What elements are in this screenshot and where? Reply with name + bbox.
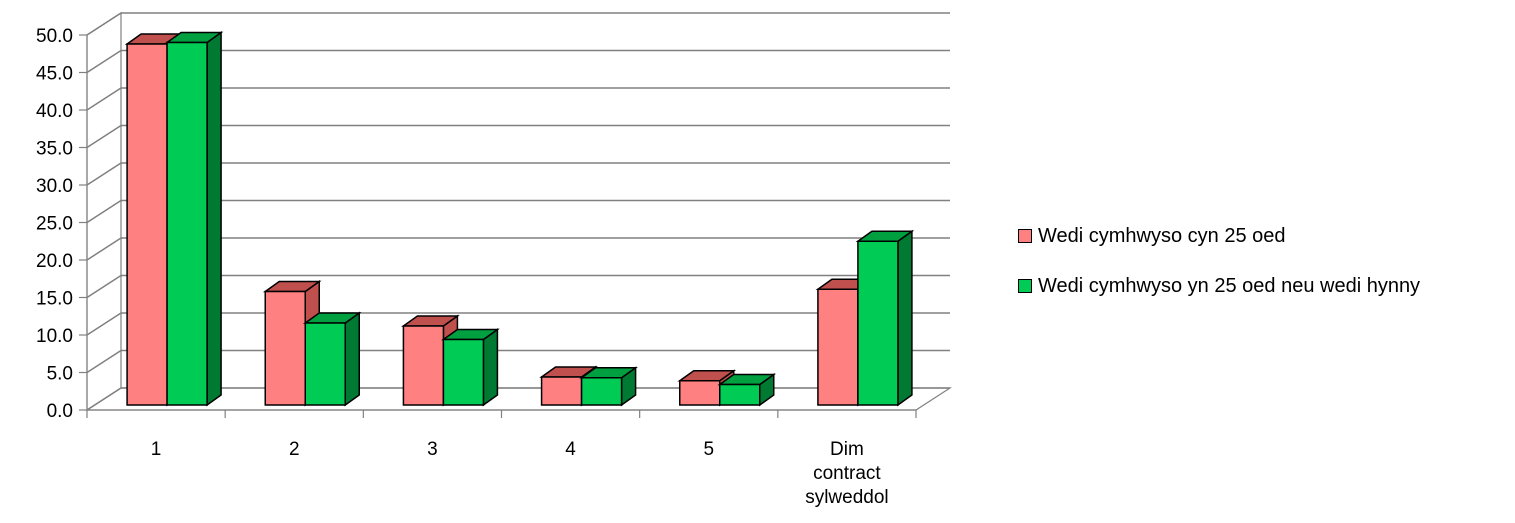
- axes: [86, 35, 917, 418]
- x-axis-tick-labels: 1 2 3 4 5 Dim contract sylweddol: [151, 439, 889, 508]
- y-tick-label: 5.0: [47, 364, 73, 385]
- y-tick-label: 40.0: [36, 101, 73, 122]
- gridline: [86, 87, 950, 111]
- gridline: [86, 12, 950, 36]
- x-tick-label-line: 5: [703, 439, 714, 460]
- bar-front: [304, 322, 346, 406]
- bar: [677, 369, 737, 407]
- bar-front: [166, 41, 208, 406]
- bar-front: [126, 43, 168, 406]
- bar-front: [857, 240, 899, 406]
- x-tick-label-line: sylweddol: [805, 487, 888, 508]
- legend-swatch-series-2: [1018, 279, 1032, 293]
- x-tick-label: Dim contract sylweddol: [805, 439, 888, 508]
- x-tick-label: 5: [703, 439, 714, 460]
- bar-front: [679, 380, 721, 406]
- x-tick-label-line: 4: [565, 439, 576, 460]
- y-tick-label: 10.0: [36, 326, 73, 347]
- gridline: [86, 199, 950, 224]
- legend-item-series-1: Wedi cymhwyso cyn 25 oed: [1018, 224, 1420, 248]
- y-tick-label: 25.0: [36, 214, 73, 235]
- x-tick-label-line: contract: [813, 463, 881, 484]
- x-tick-label: 3: [427, 439, 438, 460]
- bar: [302, 311, 362, 407]
- y-axis-tick-labels: 0.0 5.0 10.0 15.0 20.0 25.0 30.0 35.0 40.0 45.0 50…: [36, 26, 73, 422]
- legend-label-series-2: Wedi cymhwyso yn 25 oed neu wedi hynny: [1038, 274, 1421, 297]
- x-tick-label-line: 2: [289, 439, 300, 460]
- gridline: [86, 124, 950, 149]
- y-tick-label: 20.0: [36, 251, 73, 272]
- bar-side: [482, 328, 499, 407]
- bar: [579, 366, 638, 407]
- bar-front: [817, 288, 859, 406]
- legend-label-series-1: Wedi cymhwyso cyn 25 oed: [1038, 224, 1286, 247]
- x-tick-label: 4: [565, 439, 576, 460]
- bar: [717, 373, 777, 407]
- bar-side: [344, 311, 360, 407]
- bar-side: [206, 31, 222, 407]
- x-tick-label: 2: [289, 439, 300, 460]
- gridline: [86, 312, 950, 336]
- bar-front: [442, 338, 485, 406]
- legend-item-series-2: Wedi cymhwyso yn 25 oed neu wedi hynny: [1018, 274, 1420, 298]
- gridline: [86, 49, 950, 74]
- bars: [124, 31, 915, 407]
- y-tick-label: 0.0: [47, 401, 73, 422]
- bar: [164, 31, 224, 407]
- bar-front: [719, 383, 761, 406]
- bar: [441, 328, 500, 407]
- x-tick-label: 1: [151, 439, 162, 460]
- bar-front: [402, 325, 445, 406]
- legend-swatch-series-1: [1018, 229, 1032, 243]
- gridlines: [79, 12, 950, 411]
- y-tick-label: 45.0: [36, 64, 73, 85]
- y-tick-label: 15.0: [36, 289, 73, 310]
- gridline: [86, 387, 950, 411]
- bar-side: [897, 229, 913, 407]
- gridline: [86, 237, 950, 261]
- y-tick-label: 50.0: [36, 26, 73, 47]
- x-tick-label-line: 3: [427, 439, 438, 460]
- bar-front: [580, 377, 623, 406]
- gridline: [86, 162, 950, 186]
- y-tick-label: 30.0: [36, 176, 73, 197]
- bar-front: [264, 290, 306, 406]
- y-tick-label: 35.0: [36, 139, 73, 160]
- x-tick-label-line: 1: [151, 439, 162, 460]
- bar-front: [540, 376, 583, 406]
- legend: Wedi cymhwyso cyn 25 oed Wedi cymhwyso y…: [1018, 224, 1420, 324]
- gridline: [86, 274, 950, 299]
- bar: [855, 229, 915, 407]
- x-tick-label-line: Dim: [830, 439, 864, 460]
- gridline: [86, 349, 950, 374]
